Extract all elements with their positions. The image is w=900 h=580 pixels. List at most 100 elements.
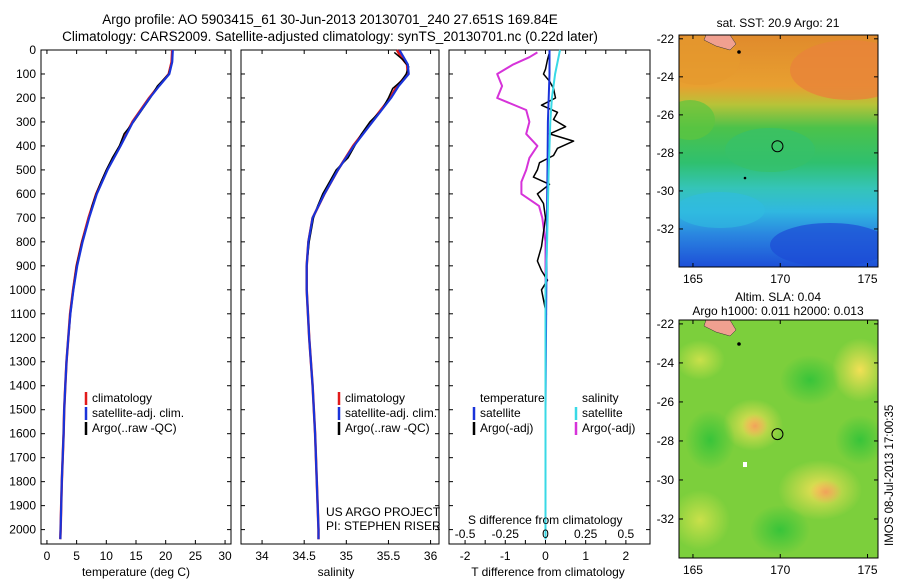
legend-label-s-argo: Argo(-adj) (582, 421, 635, 435)
depth-tick-label: 0 (29, 43, 36, 57)
difference-lines (496, 49, 575, 540)
map-lat-label: -26 (657, 395, 675, 409)
x-tick-label: 34.5 (293, 549, 317, 563)
legend-label-satellite: satellite-adj. clim. (345, 406, 437, 420)
salinity-axes: 34 34.5 35 35.5 36 (241, 49, 439, 563)
depth-tick-label: 1000 (9, 283, 36, 297)
legend-label-climatology: climatology (92, 391, 152, 405)
depth-tick-label: 1600 (9, 427, 36, 441)
project-annotation: US ARGO PROJECT (326, 505, 441, 519)
map-lat-label: -24 (657, 356, 675, 370)
salinity-xlabel: salinity (318, 565, 355, 579)
x-tick-label: 0 (44, 549, 51, 563)
x-tick-label: 36 (424, 549, 438, 563)
x-tick-label: 15 (129, 549, 143, 563)
depth-tick-label: 1500 (9, 403, 36, 417)
sla-map-title-line1: Altim. SLA: 0.04 (735, 290, 821, 304)
map-lat-label: -32 (657, 222, 675, 236)
depth-tick-label: 900 (16, 259, 36, 273)
map-lat-label: -32 (657, 512, 675, 526)
temperature-lines (59, 49, 174, 540)
depth-tick-label: 300 (16, 115, 36, 129)
temperature-xlabel: temperature (deg C) (82, 565, 190, 579)
depth-tick-label: 1300 (9, 355, 36, 369)
depth-tick-label: 2000 (9, 523, 36, 537)
x-tick-label: 10 (100, 549, 114, 563)
s-tick-label: 0.25 (574, 527, 598, 541)
map-lat-label: -22 (657, 32, 675, 46)
map-lat-label: -28 (657, 434, 675, 448)
x-tick-label: 25 (189, 549, 203, 563)
depth-tick-label: 700 (16, 211, 36, 225)
map-lon-label: 170 (770, 272, 790, 286)
map-lon-label: 175 (858, 563, 878, 577)
sst-map-title: sat. SST: 20.9 Argo: 21 (717, 16, 840, 30)
depth-tick-label: 800 (16, 235, 36, 249)
map-lat-label: -26 (657, 108, 675, 122)
series-line-s-argo-adj- (496, 51, 547, 290)
depth-tick-label: 1200 (9, 331, 36, 345)
series-line-s-satellite (544, 49, 561, 540)
temperature-panel-frame (40, 49, 232, 545)
sst-argo-location-marker (771, 140, 784, 153)
temperature-legend: climatology satellite-adj. clim. Argo(..… (84, 391, 184, 435)
depth-tick-label: 1400 (9, 379, 36, 393)
map-lat-label: -30 (657, 473, 675, 487)
map-lon-label: 165 (683, 272, 703, 286)
legend-label-argo: Argo(..raw -QC) (345, 421, 430, 435)
s-difference-label: S difference from climatology (468, 513, 623, 527)
series-line-argo-raw-qc- (305, 51, 410, 530)
figure-title-line2: Climatology: CARS2009. Satellite-adjuste… (62, 29, 598, 44)
depth-tick-label: 1900 (9, 499, 36, 513)
series-line-climatology (59, 49, 174, 540)
x-tick-label: 35 (340, 549, 354, 563)
depth-tick-label: 400 (16, 139, 36, 153)
s-tick-label: -0.5 (455, 527, 476, 541)
series-line-t-argo-adj- (532, 52, 575, 530)
difference-legend: temperature satellite Argo(-adj) salinit… (472, 391, 635, 435)
sst-map-image (679, 35, 878, 267)
salinity-lines (305, 49, 410, 540)
sla-map-frame (678, 319, 879, 559)
x-tick-label: 5 (73, 549, 80, 563)
x-tick-label: -1 (500, 549, 511, 563)
depth-tick-label: 1800 (9, 475, 36, 489)
difference-axes: -2 -1 0 1 2 (449, 49, 650, 563)
legend-label-t-argo: Argo(-adj) (480, 421, 533, 435)
x-tick-label: 1 (582, 549, 589, 563)
legend-label-t-satellite: satellite (480, 406, 521, 420)
depth-tick-label: 200 (16, 91, 36, 105)
s-tick-label: -0.25 (492, 527, 520, 541)
depth-tick-label: 100 (16, 67, 36, 81)
legend-label-satellite: satellite-adj. clim. (92, 406, 184, 420)
map-lat-label: -24 (657, 70, 675, 84)
map-lon-label: 165 (683, 563, 703, 577)
series-line-argo-raw-qc- (59, 52, 174, 530)
salinity-legend: climatology satellite-adj. clim. Argo(..… (337, 391, 437, 435)
figure-title-line1: Argo profile: AO 5903415_61 30-Jun-2013 … (102, 12, 558, 27)
sla-map-image (679, 320, 878, 558)
legend-title-salinity: salinity (582, 391, 619, 405)
sla-map-axes: 165 170 175 -22 -24 -26 -28 -30 -32 (657, 317, 878, 577)
sla-land-mass (703, 320, 737, 337)
legend-label-argo: Argo(..raw -QC) (92, 421, 177, 435)
x-tick-label: 30 (218, 549, 232, 563)
sla-map-title-line2: Argo h1000: 0.011 h2000: 0.013 (692, 304, 864, 318)
depth-tick-label: 1100 (10, 307, 36, 321)
map-lat-label: -28 (657, 146, 675, 160)
x-tick-label: 35.5 (377, 549, 401, 563)
series-line-satellite-adj-clim- (305, 49, 410, 540)
s-tick-label: 0.5 (618, 527, 635, 541)
s-difference-ticks: -0.5 -0.25 0 0.25 0.5 (455, 527, 635, 541)
imos-timestamp: IMOS 08-Jul-2013 17:00:35 (884, 405, 896, 546)
depth-tick-label: 1700 (9, 451, 36, 465)
map-lat-label: -30 (657, 184, 675, 198)
sst-map-axes: 165 170 175 -22 -24 -26 -28 -30 -32 (657, 32, 878, 286)
difference-xlabel: T difference from climatology (471, 565, 625, 579)
sst-land-mass (703, 35, 737, 51)
series-line-satellite-adj-clim- (59, 49, 174, 540)
legend-label-s-satellite: satellite (582, 406, 623, 420)
pi-annotation: PI: STEPHEN RISER (326, 519, 441, 533)
x-tick-label: 2 (623, 549, 630, 563)
